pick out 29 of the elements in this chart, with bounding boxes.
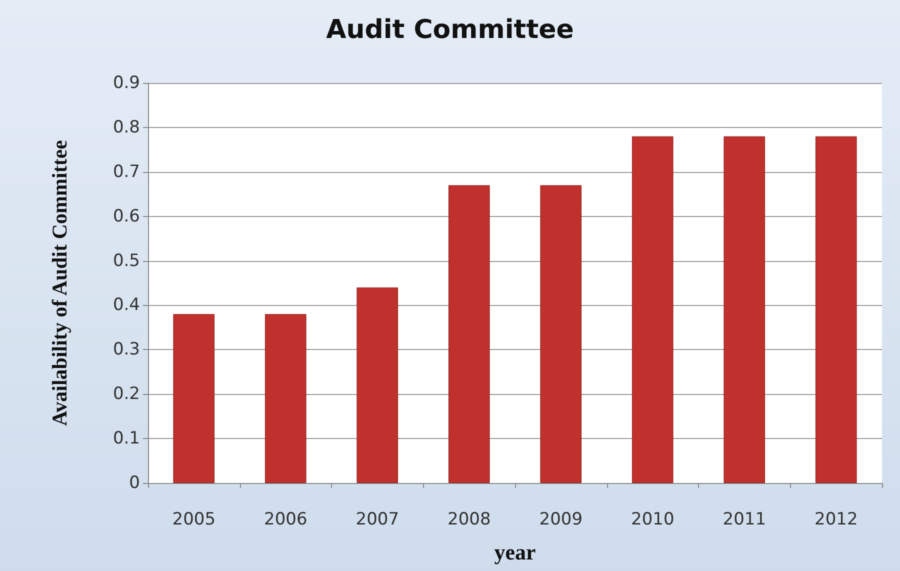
y-tick-label: 0.6 bbox=[112, 206, 140, 226]
x-tick-label: 2010 bbox=[630, 510, 674, 530]
bar bbox=[632, 136, 674, 483]
bar bbox=[815, 136, 857, 483]
y-tick-label: 0.2 bbox=[112, 384, 140, 404]
x-tick-label: 2008 bbox=[447, 510, 491, 530]
y-tick-label: 0 bbox=[129, 473, 140, 493]
y-axis-title: Availability of Audit Committee bbox=[48, 140, 72, 426]
bar bbox=[173, 314, 215, 483]
y-tick-label: 0.5 bbox=[112, 250, 140, 271]
y-tick-label: 0.8 bbox=[112, 117, 140, 138]
x-axis-title: year bbox=[494, 540, 536, 564]
x-tick-label: 2005 bbox=[172, 510, 216, 530]
x-tick-label: 2006 bbox=[264, 510, 308, 530]
x-tick-label: 2012 bbox=[814, 510, 858, 530]
y-tick-label: 0.9 bbox=[112, 73, 140, 93]
x-tick-label: 2007 bbox=[356, 510, 400, 530]
bar bbox=[264, 314, 306, 483]
x-tick-label: 2009 bbox=[539, 510, 583, 530]
bar bbox=[724, 136, 766, 483]
y-tick-label: 0.7 bbox=[112, 162, 140, 182]
chart-title: Audit Committee bbox=[326, 15, 574, 45]
y-tick-label: 0.4 bbox=[112, 295, 140, 316]
bar bbox=[448, 185, 490, 483]
bar bbox=[540, 185, 582, 483]
y-tick-label: 0.3 bbox=[112, 340, 140, 360]
bar bbox=[356, 287, 398, 483]
x-tick-label: 2011 bbox=[722, 510, 766, 530]
y-tick-label: 0.1 bbox=[112, 428, 140, 449]
